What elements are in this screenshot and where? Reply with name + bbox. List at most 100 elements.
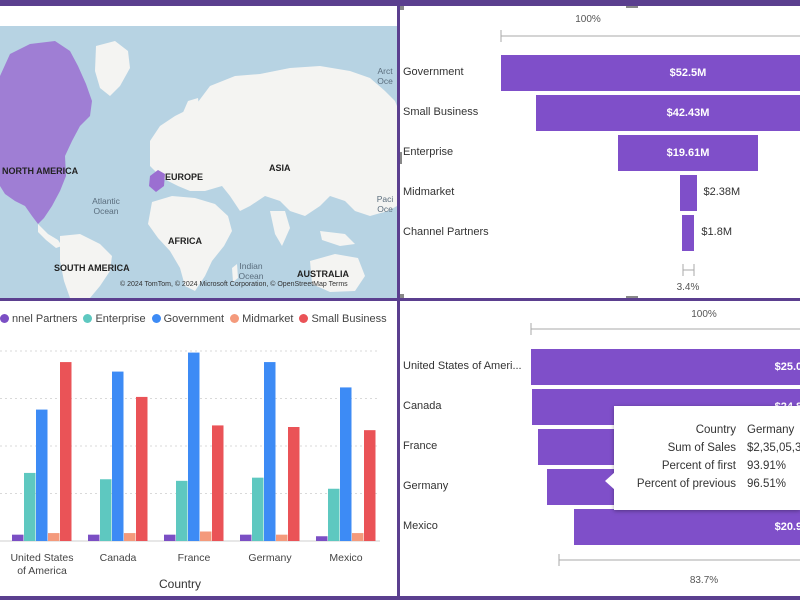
europe-label: EUROPE (165, 172, 204, 182)
tooltip-row: Percent of first 93.91% (614, 460, 800, 478)
atlantic-ocean-label: Atlantic Ocean (92, 196, 120, 216)
clustered-column-visual[interactable]: nnel Partners Enterprise Government Midmark… (0, 301, 397, 596)
bar-midmarket[interactable] (276, 534, 288, 541)
bar-channel-partners[interactable] (12, 534, 24, 541)
tooltip-pointer (605, 472, 615, 490)
legend-label: Midmarket (242, 313, 294, 325)
bar-small-business[interactable] (60, 362, 72, 541)
funnel-bar[interactable]: $20.95M (574, 509, 800, 545)
tooltip-key: Percent of first (661, 460, 736, 472)
legend-swatch (299, 314, 309, 323)
europe-highlight (149, 170, 165, 192)
funnel-bar[interactable]: $52.5M (500, 55, 800, 91)
resize-handle[interactable] (626, 6, 638, 8)
funnel-top-percent: 100% (691, 309, 717, 320)
legend-swatch (151, 314, 161, 323)
legend-item[interactable]: Midmarket (230, 313, 293, 325)
legend-swatch (0, 314, 9, 323)
bar-small-business[interactable] (136, 396, 148, 541)
funnel-top-bracket (500, 30, 800, 42)
funnel-category-label: Germany (403, 480, 449, 492)
funnel-category-label: Channel Partners (403, 226, 489, 238)
bar-midmarket[interactable] (124, 533, 136, 541)
x-tick-label: of America (17, 565, 67, 577)
legend-item[interactable]: Enterprise (83, 313, 146, 325)
bar-small-business[interactable] (364, 430, 376, 541)
x-tick-label: Germany (248, 552, 292, 564)
legend-item[interactable]: nnel Partners (0, 313, 77, 325)
bar-enterprise[interactable] (176, 480, 188, 541)
bar-government[interactable] (188, 352, 200, 541)
north-america-region (0, 41, 92, 224)
funnel-bottom-bracket (682, 264, 695, 276)
asia-label: ASIA (269, 163, 291, 173)
tooltip-value: 93.91% (747, 460, 787, 472)
legend-item[interactable]: Government (151, 313, 225, 325)
tooltip: Country Germany Sum of Sales $2,35,05,3 … (605, 406, 800, 510)
funnel-category-label: Government (403, 66, 464, 78)
funnel-segment-visual[interactable]: 100% Government $52.5M Small Business $42.4… (400, 6, 800, 298)
funnel-bar[interactable]: $42.43M (536, 95, 800, 131)
funnel-bar[interactable]: $25.03M (531, 349, 800, 385)
australia-label: AUSTRALIA (297, 269, 349, 279)
tooltip-row: Sum of Sales $2,35,05,3 (614, 442, 800, 460)
bar-government[interactable] (36, 409, 48, 541)
bar-government[interactable] (264, 362, 276, 541)
bar-enterprise[interactable] (252, 477, 264, 541)
bar-enterprise[interactable] (328, 488, 340, 541)
funnel-bar[interactable] (679, 175, 697, 211)
funnel-value-label: $1.8M (701, 226, 732, 238)
bar-channel-partners[interactable] (240, 534, 252, 541)
x-tick-label: Canada (100, 552, 137, 564)
funnel-top-bracket (530, 323, 800, 335)
funnel-category-label: France (403, 440, 438, 452)
x-axis-title: Country (158, 577, 202, 591)
bar-midmarket[interactable] (200, 531, 212, 542)
funnel-bar[interactable] (681, 215, 695, 251)
resize-handle[interactable] (626, 296, 638, 298)
chart-legend: nnel Partners Enterprise Government Midmark… (0, 313, 387, 325)
map-visual[interactable]: NORTH AMERICA EUROPE ASIA AFRICA SOUTH A… (0, 6, 397, 298)
funnel-category-label: Canada (403, 400, 442, 412)
bar-small-business[interactable] (288, 427, 300, 541)
resize-handle[interactable] (400, 6, 404, 10)
tooltip-key: Country (695, 424, 736, 436)
bar-channel-partners[interactable] (88, 534, 100, 541)
funnel-category-label: Mexico (403, 520, 438, 532)
indian-ocean-label: Indian Ocean (238, 261, 264, 281)
bar-enterprise[interactable] (100, 479, 112, 541)
funnel-category-label: Small Business (403, 106, 479, 118)
bar-government[interactable] (340, 387, 352, 541)
north-america-label: NORTH AMERICA (2, 166, 79, 176)
x-tick-label: United States (10, 552, 73, 564)
africa-label: AFRICA (168, 236, 202, 246)
tooltip-key: Sum of Sales (667, 442, 736, 454)
bar-channel-partners[interactable] (316, 536, 328, 541)
resize-handle[interactable] (400, 152, 402, 164)
bar-enterprise[interactable] (24, 472, 36, 541)
arctic-ocean-label: Arct Oce (377, 66, 393, 86)
bar-small-business[interactable] (212, 425, 224, 541)
legend-label: Government (163, 313, 225, 325)
tooltip-row: Percent of previous 96.51% (614, 478, 800, 496)
tooltip-value: Germany (747, 424, 795, 436)
legend-swatch (230, 314, 240, 323)
bar-midmarket[interactable] (48, 533, 60, 541)
bar-government[interactable] (112, 371, 124, 541)
bar-midmarket[interactable] (352, 533, 364, 541)
funnel-category-label: United States of Ameri... (403, 360, 522, 372)
funnel-top-percent: 100% (575, 14, 601, 25)
bar-channel-partners[interactable] (164, 534, 176, 541)
legend-swatch (83, 314, 93, 323)
funnel-bottom-percent: 83.7% (689, 575, 719, 586)
funnel-category-label: Enterprise (403, 146, 454, 158)
tooltip-value: 96.51% (747, 478, 787, 490)
legend-item[interactable]: Small Business (299, 313, 387, 325)
legend-label: Enterprise (95, 313, 146, 325)
funnel-bar[interactable]: $19.61M (617, 135, 759, 171)
tooltip-row: Country Germany (614, 424, 800, 442)
map-attribution[interactable]: © 2024 TomTom, © 2024 Microsoft Corporat… (120, 281, 348, 288)
resize-handle[interactable] (400, 294, 404, 298)
world-map[interactable] (0, 6, 397, 298)
